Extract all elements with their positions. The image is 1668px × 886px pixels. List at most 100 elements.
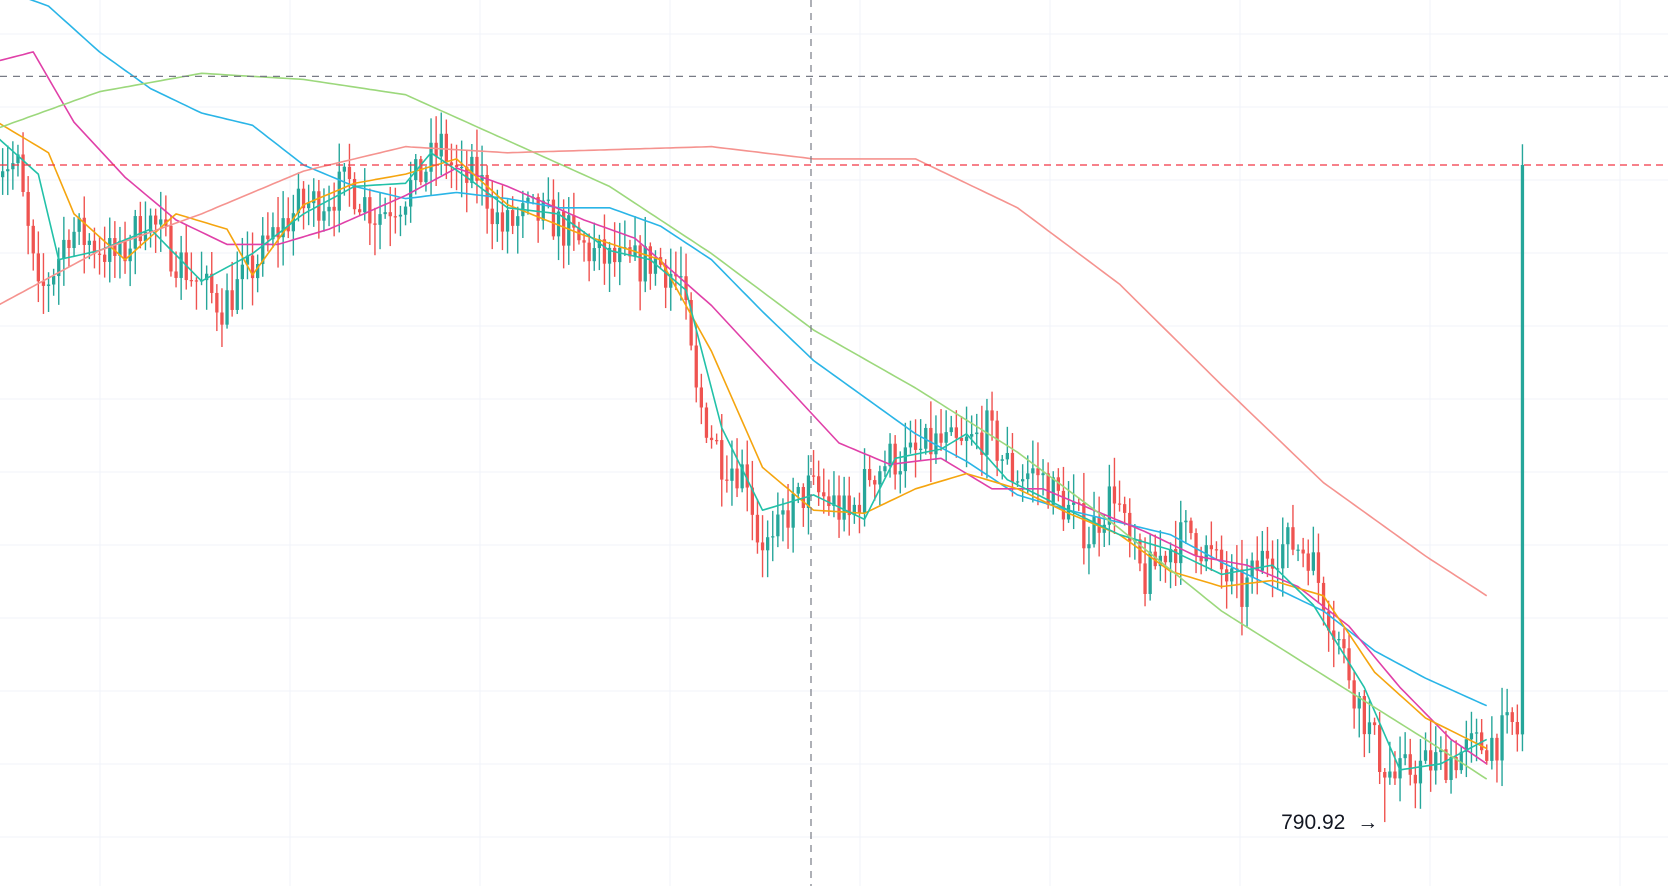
candle — [1000, 454, 1004, 480]
candle — [1311, 526, 1315, 576]
candle — [664, 259, 668, 309]
candle — [1327, 600, 1331, 652]
candle — [128, 234, 132, 287]
candle — [980, 405, 984, 476]
candle — [638, 235, 642, 311]
candle — [766, 520, 770, 578]
candle — [1066, 481, 1071, 523]
candle — [679, 246, 683, 301]
candle — [424, 166, 428, 192]
candle — [373, 207, 377, 256]
candle — [26, 176, 30, 255]
candle — [1225, 551, 1229, 609]
candle — [225, 273, 229, 329]
candle — [281, 191, 285, 266]
candle — [1026, 455, 1030, 495]
candle — [1107, 464, 1111, 546]
candle — [87, 233, 91, 260]
candle — [1240, 539, 1244, 636]
candle — [1505, 688, 1509, 734]
candle — [174, 251, 178, 288]
candle — [847, 476, 851, 536]
candle — [556, 192, 561, 261]
candle — [862, 448, 867, 527]
candle — [1337, 631, 1341, 655]
candle — [1123, 496, 1127, 526]
candle — [358, 203, 362, 216]
moving-average-line-1 — [29, 0, 1488, 707]
candle — [1449, 740, 1453, 794]
candle — [699, 373, 703, 425]
moving-average-line-4 — [0, 138, 1488, 771]
candle — [72, 217, 76, 257]
candle — [939, 409, 943, 451]
candle — [546, 177, 550, 209]
candle — [291, 194, 295, 256]
moving-average-lines — [0, 0, 1488, 780]
candle — [949, 415, 953, 436]
candle — [786, 484, 790, 549]
candle — [1474, 718, 1479, 762]
candle — [1184, 510, 1188, 544]
candle — [41, 253, 46, 314]
candle — [842, 476, 846, 532]
candle — [205, 265, 209, 310]
candle — [1480, 719, 1484, 755]
candle — [888, 433, 892, 478]
candle — [1434, 726, 1438, 785]
candle — [536, 193, 540, 243]
candle — [1153, 534, 1157, 570]
candle — [1316, 533, 1321, 604]
candle — [0, 148, 5, 195]
candle — [781, 498, 785, 542]
candle — [1138, 533, 1142, 572]
candle — [959, 416, 964, 446]
candle — [709, 425, 714, 449]
candle — [704, 402, 709, 444]
candle — [1281, 517, 1285, 597]
candle — [964, 406, 969, 468]
candle — [363, 168, 367, 221]
candle — [383, 197, 387, 219]
candle — [1265, 526, 1270, 578]
low-price-value: 790.92 — [1281, 811, 1345, 834]
candle — [878, 465, 882, 505]
candle — [1439, 736, 1443, 770]
candlesticks — [0, 112, 1525, 823]
candle — [689, 292, 693, 351]
candle — [414, 154, 418, 195]
candle — [419, 155, 423, 186]
candle — [1092, 491, 1096, 548]
candle — [1194, 528, 1198, 574]
candle — [1423, 732, 1428, 764]
candle — [6, 145, 10, 196]
candle — [465, 150, 469, 213]
candle — [985, 398, 989, 479]
candle — [1444, 730, 1448, 784]
candle — [760, 515, 765, 578]
candle — [648, 242, 652, 290]
candle — [1495, 733, 1499, 783]
candle — [1296, 544, 1300, 562]
candle — [1021, 464, 1025, 502]
candle — [169, 215, 173, 277]
candle — [1388, 741, 1392, 785]
candle — [230, 261, 234, 317]
candle — [276, 196, 280, 268]
candle — [148, 208, 153, 248]
candle — [582, 231, 586, 262]
candle — [1046, 462, 1050, 509]
candle — [1510, 707, 1514, 735]
candle — [184, 225, 188, 290]
candle — [307, 184, 311, 226]
candle — [1270, 540, 1275, 598]
candle — [1403, 732, 1407, 766]
candle — [806, 455, 811, 535]
candle — [750, 460, 754, 541]
candle — [771, 510, 775, 562]
candle — [516, 206, 520, 254]
candle — [429, 118, 433, 196]
candle — [1010, 433, 1015, 497]
candle — [500, 185, 505, 251]
